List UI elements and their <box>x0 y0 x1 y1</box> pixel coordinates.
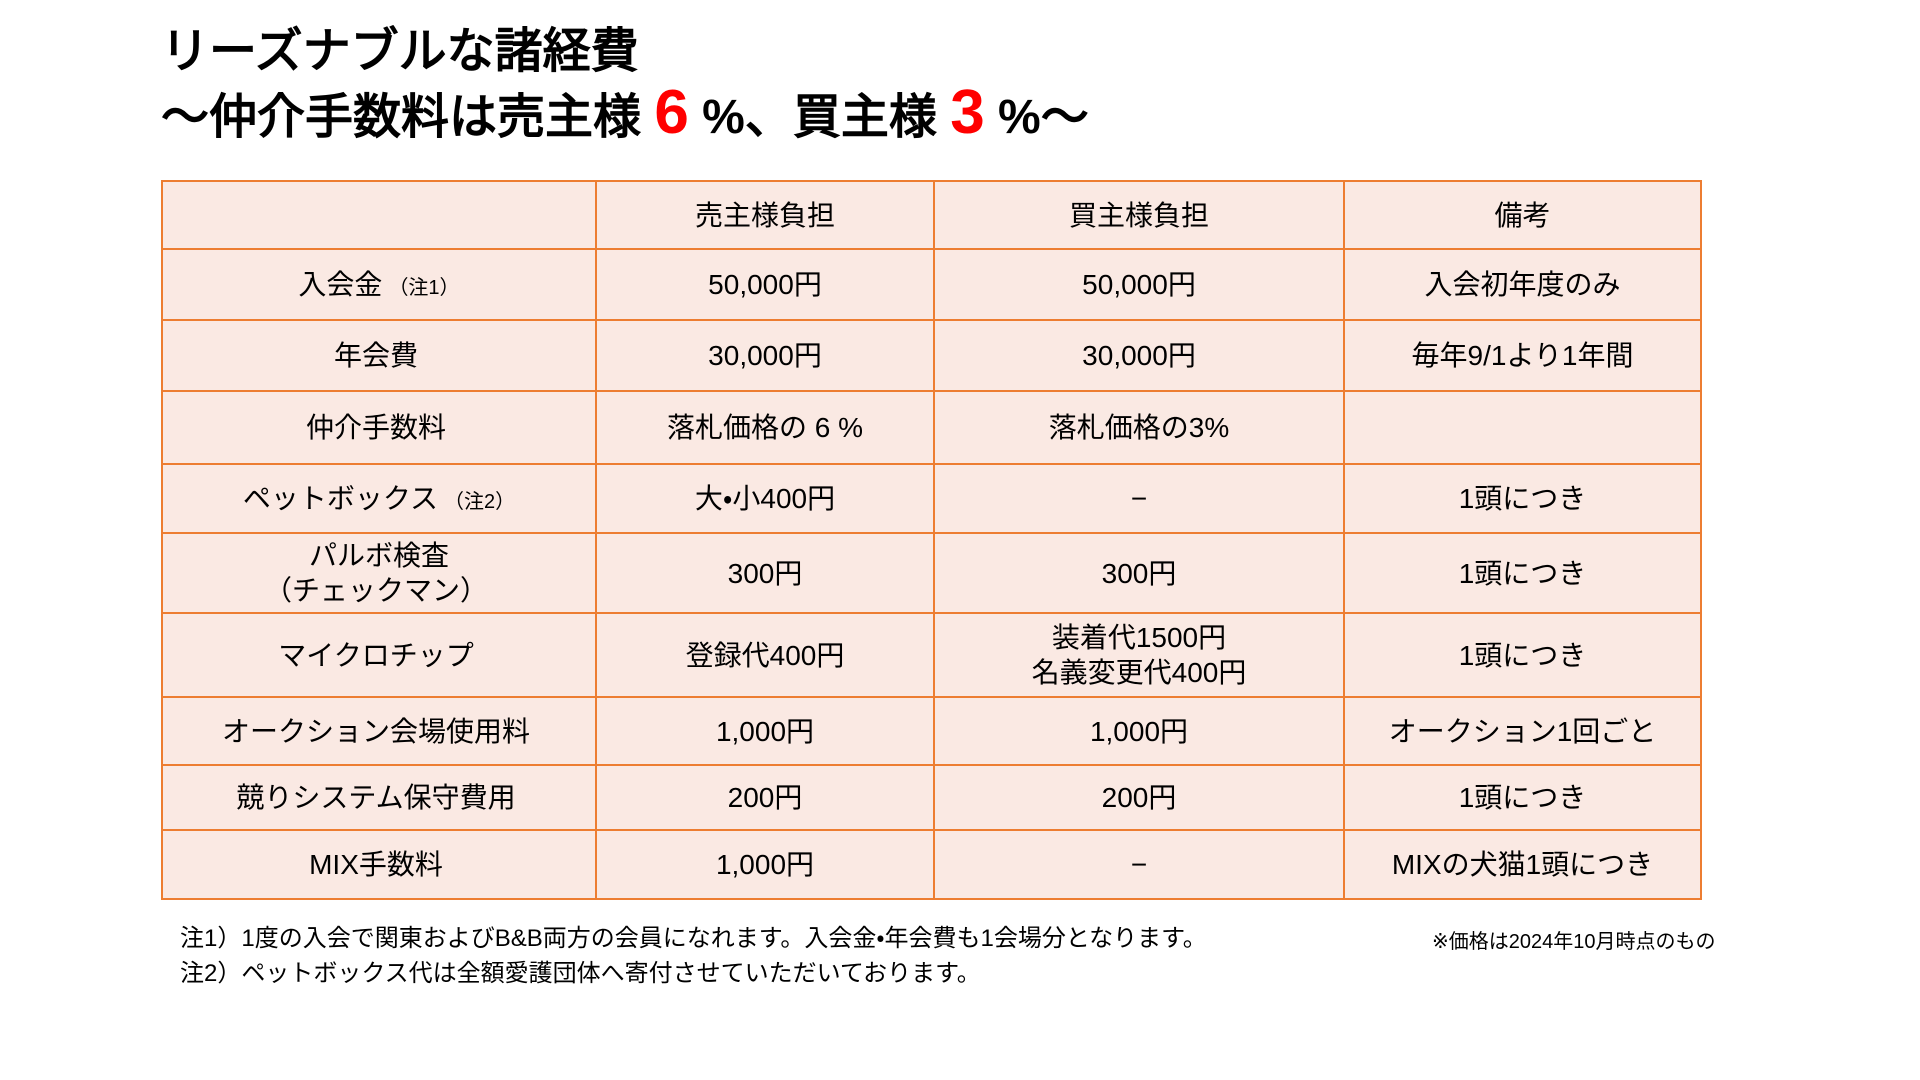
row-label: オークション会場使用料 <box>161 696 597 766</box>
seller-value: 200円 <box>595 764 935 831</box>
remarks-value: 入会初年度のみ <box>1343 248 1702 321</box>
buyer-value: 1,000円 <box>933 696 1345 766</box>
remarks-value: 毎年9/1より1年間 <box>1343 319 1702 392</box>
buyer-value: 200円 <box>933 764 1345 831</box>
row-label: パルボ検査 （チェックマン） <box>161 532 597 614</box>
remarks-value: 1頭につき <box>1343 612 1702 698</box>
row-label: 入会金 （注1） <box>161 248 597 321</box>
subtitle-post: %〜 <box>984 91 1089 144</box>
table-row: 競りシステム保守費用 200円 200円 1頭につき <box>161 764 1702 831</box>
buyer-value: − <box>933 463 1345 534</box>
table-row: パルボ検査 （チェックマン） 300円 300円 1頭につき <box>161 532 1702 614</box>
buyer-rate-value: 3 <box>950 78 985 147</box>
fees-table: 売主様負担 買主様負担 備考 入会金 （注1） 50,000円 50,000円 入… <box>161 180 1702 900</box>
seller-rate-value: 6 <box>654 78 689 147</box>
remarks-value <box>1343 390 1702 465</box>
table-row: MIX手数料 1,000円 − MIXの犬猫1頭につき <box>161 829 1702 900</box>
buyer-value: − <box>933 829 1345 900</box>
header-remarks: 備考 <box>1343 180 1702 250</box>
seller-value: 50,000円 <box>595 248 935 321</box>
row-label: ペットボックス （注2） <box>161 463 597 534</box>
table-row: 入会金 （注1） 50,000円 50,000円 入会初年度のみ <box>161 248 1702 321</box>
price-note: ※価格は2024年10月時点のもの <box>1432 931 1716 953</box>
buyer-value: 30,000円 <box>933 319 1345 392</box>
table-row: マイクロチップ 登録代400円 装着代1500円 名義変更代400円 1頭につき <box>161 612 1702 698</box>
remarks-value: MIXの犬猫1頭につき <box>1343 829 1702 900</box>
note-ref: （注1） <box>388 277 460 299</box>
row-label: 仲介手数料 <box>161 390 597 465</box>
footnote-1: 注1）1度の入会で関東およびB&B両方の会員になれます。入会金・年会費も1会場分… <box>180 925 1207 952</box>
table-row: ペットボックス （注2） 大・小400円 − 1頭につき <box>161 463 1702 534</box>
row-label: 年会費 <box>161 319 597 392</box>
header-seller: 売主様負担 <box>595 180 935 250</box>
remarks-value: 1頭につき <box>1343 764 1702 831</box>
subtitle-mid: %、買主様 <box>688 91 951 144</box>
seller-value: 1,000円 <box>595 829 935 900</box>
buyer-value: 50,000円 <box>933 248 1345 321</box>
row-label: マイクロチップ <box>161 612 597 698</box>
row-label: 競りシステム保守費用 <box>161 764 597 831</box>
seller-value: 1,000円 <box>595 696 935 766</box>
seller-value: 落札価格の 6 % <box>595 390 935 465</box>
remarks-value: 1頭につき <box>1343 463 1702 534</box>
seller-value: 登録代400円 <box>595 612 935 698</box>
header-buyer: 買主様負担 <box>933 180 1345 250</box>
remarks-value: オークション1回ごと <box>1343 696 1702 766</box>
table-row: オークション会場使用料 1,000円 1,000円 オークション1回ごと <box>161 696 1702 766</box>
header-item <box>161 180 597 250</box>
table-row: 仲介手数料 落札価格の 6 % 落札価格の3% <box>161 390 1702 465</box>
seller-value: 30,000円 <box>595 319 935 392</box>
buyer-value: 落札価格の3% <box>933 390 1345 465</box>
row-label: MIX手数料 <box>161 829 597 900</box>
table-header-row: 売主様負担 買主様負担 備考 <box>161 180 1702 250</box>
footnotes: 注1）1度の入会で関東およびB&B両方の会員になれます。入会金・年会費も1会場分… <box>180 922 1207 992</box>
seller-value: 300円 <box>595 532 935 614</box>
buyer-value: 300円 <box>933 532 1345 614</box>
page-subtitle: 〜仲介手数料は売主様 6 %、買主様 3 %〜 <box>161 82 1089 148</box>
subtitle-pre: 〜仲介手数料は売主様 <box>161 91 655 144</box>
table-row: 年会費 30,000円 30,000円 毎年9/1より1年間 <box>161 319 1702 392</box>
seller-value: 大・小400円 <box>595 463 935 534</box>
buyer-value: 装着代1500円 名義変更代400円 <box>933 612 1345 698</box>
note-ref: （注2） <box>444 491 516 513</box>
remarks-value: 1頭につき <box>1343 532 1702 614</box>
page-title: リーズナブルな諸経費 <box>161 25 639 78</box>
footnote-2: 注2）ペットボックス代は全額愛護団体へ寄付させていただいております。 <box>180 959 981 987</box>
title-block: リーズナブルな諸経費 〜仲介手数料は売主様 6 %、買主様 3 %〜 <box>161 22 1089 148</box>
